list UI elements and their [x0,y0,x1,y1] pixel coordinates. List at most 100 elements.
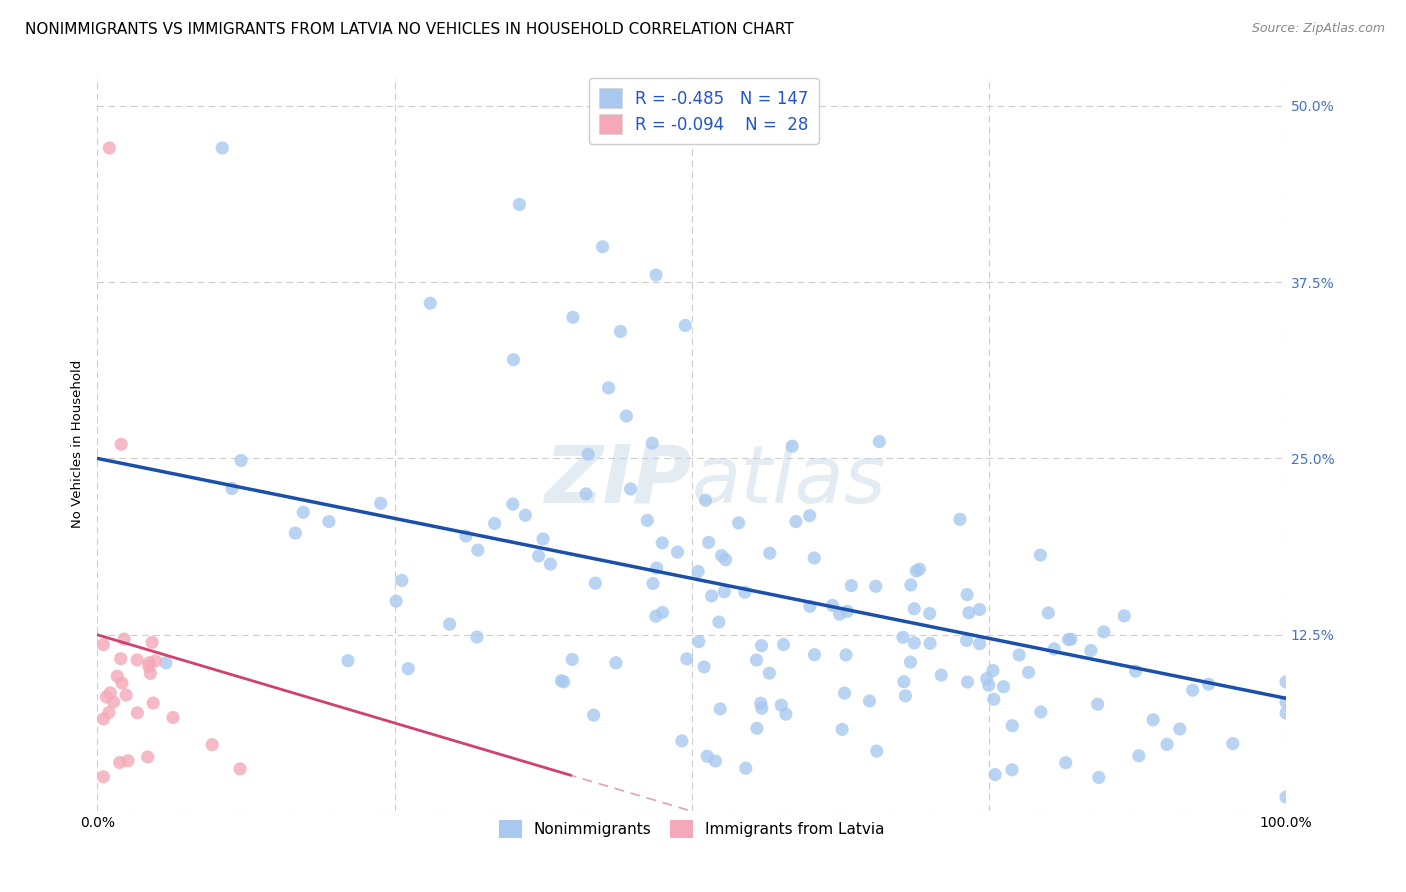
Point [697,535,720,549]
Point [1275,790,1298,805]
Point [583,576,606,591]
Point [139,666,162,681]
Point [97,706,120,720]
Y-axis label: No Vehicles in Household: No Vehicles in Household [72,360,84,528]
Point [454,529,477,543]
Point [983,692,1005,706]
Point [105,669,128,683]
Point [651,606,673,620]
Point [918,636,941,650]
Point [609,325,631,339]
Point [221,482,243,496]
Point [117,754,139,768]
Point [707,615,730,629]
Point [108,756,131,770]
Point [550,673,572,688]
Point [93,770,115,784]
Point [138,659,160,673]
Point [710,549,733,563]
Point [693,660,716,674]
Point [675,652,697,666]
Point [419,296,441,310]
Point [713,584,735,599]
Point [918,607,941,621]
Point [1275,706,1298,720]
Point [162,710,184,724]
Point [98,141,121,155]
Point [905,564,928,578]
Point [385,594,408,608]
Point [527,549,550,563]
Point [751,639,773,653]
Point [858,694,880,708]
Point [229,762,252,776]
Point [576,447,599,461]
Text: ZIP: ZIP [544,442,692,520]
Point [502,497,524,511]
Point [645,268,668,282]
Point [391,574,413,588]
Point [138,656,160,670]
Point [993,680,1015,694]
Point [1029,705,1052,719]
Point [1057,632,1080,647]
Point [785,515,807,529]
Legend: Nonimmigrants, Immigrants from Latvia: Nonimmigrants, Immigrants from Latvia [492,814,891,844]
Point [93,712,115,726]
Point [1008,648,1031,662]
Point [894,689,917,703]
Point [903,636,925,650]
Point [1222,737,1244,751]
Point [1114,608,1136,623]
Point [1092,624,1115,639]
Point [641,436,664,450]
Point [620,482,643,496]
Point [758,546,780,560]
Point [115,688,138,702]
Point [821,599,844,613]
Point [865,579,887,593]
Point [644,609,666,624]
Point [110,651,132,665]
Point [396,662,419,676]
Point [112,632,135,646]
Point [561,652,583,666]
Point [929,668,952,682]
Point [484,516,506,531]
Point [749,696,772,710]
Point [1018,665,1040,680]
Point [1125,664,1147,678]
Point [696,749,718,764]
Point [508,197,530,211]
Point [956,675,979,690]
Point [1060,632,1083,647]
Point [598,381,620,395]
Point [734,761,756,775]
Point [98,686,121,700]
Point [592,240,614,254]
Point [866,744,889,758]
Point [553,674,575,689]
Point [976,672,998,686]
Point [828,607,851,622]
Point [745,722,768,736]
Point [903,601,925,615]
Point [1038,606,1060,620]
Point [772,638,794,652]
Point [770,698,793,713]
Point [605,656,627,670]
Point [949,512,972,526]
Point [700,589,723,603]
Point [1275,695,1298,709]
Point [758,666,780,681]
Text: NONIMMIGRANTS VS IMMIGRANTS FROM LATVIA NO VEHICLES IN HOUSEHOLD CORRELATION CHA: NONIMMIGRANTS VS IMMIGRANTS FROM LATVIA … [25,22,794,37]
Point [651,536,673,550]
Point [136,750,159,764]
Point [575,487,598,501]
Point [957,606,980,620]
Point [1054,756,1077,770]
Point [229,453,252,467]
Point [96,690,118,704]
Point [1087,771,1109,785]
Point [284,526,307,541]
